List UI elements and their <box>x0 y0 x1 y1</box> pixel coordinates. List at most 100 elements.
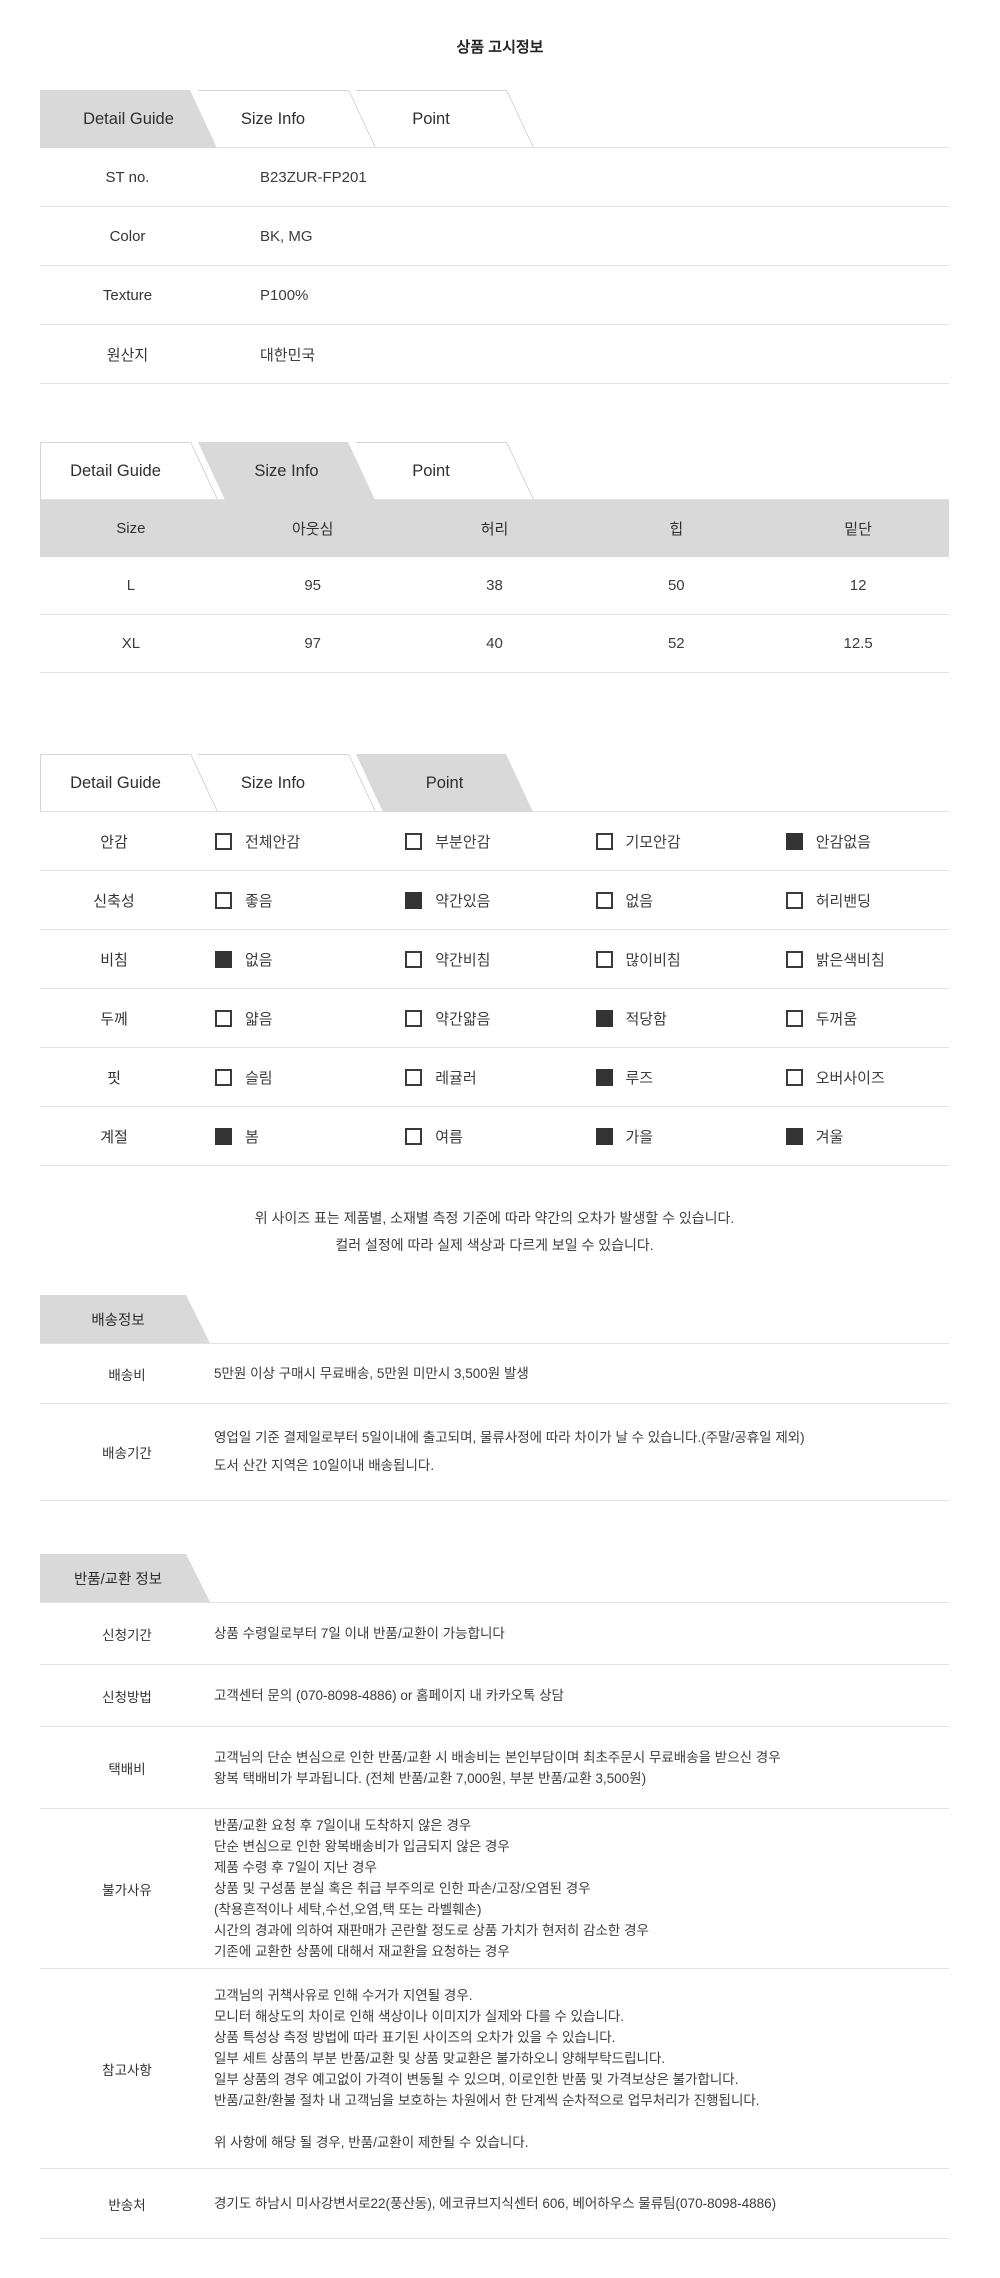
row-label: 두께 <box>100 1010 128 1028</box>
tab-detail-guide[interactable]: Detail Guide <box>40 442 190 500</box>
text-line: 모니터 해상도의 차이로 인해 색상이나 이미지가 실제와 다를 수 있습니다. <box>214 2008 625 2024</box>
text-line: 단순 변심으로 인한 왕복배송비가 입금되지 않은 경우 <box>214 1839 510 1854</box>
tab-label: Size Info <box>240 774 306 792</box>
text-line: (착용흔적이나 세탁,수선,오염,택 또는 라벨훼손) <box>214 1902 482 1917</box>
text-line: 제품 수령 후 7일이 지난 경우 <box>214 1860 377 1875</box>
option-text: 부분안감 <box>435 833 491 851</box>
row-value: 경기도 하남시 미사강변서로22(풍산동), 에코큐브지식센터 606, 베어하… <box>214 2169 949 2238</box>
option-cell: 얇음 <box>188 1008 378 1029</box>
table-row: 반송처 경기도 하남시 미사강변서로22(풍산동), 에코큐브지식센터 606,… <box>40 2169 949 2239</box>
size-cell: 95 <box>304 577 322 594</box>
option-text: 허리밴딩 <box>815 892 871 910</box>
option-text: 겨울 <box>815 1128 844 1146</box>
row-label: Color <box>109 227 146 245</box>
size-cell: 38 <box>486 577 503 594</box>
table-row: Texture P100% <box>40 266 949 325</box>
table-row: ST no. B23ZUR-FP201 <box>40 148 949 207</box>
row-label: Texture <box>102 286 153 304</box>
checkbox-icon <box>405 891 423 909</box>
option-text: 여름 <box>435 1128 463 1146</box>
option-row: 계절 봄 여름 가을 겨울 <box>40 1107 949 1166</box>
table-row: L 95 38 50 12 <box>40 557 949 615</box>
option-cell: 겨울 <box>759 1126 949 1147</box>
text-line: 왕복 택배비가 부과됩니다. (전체 반품/교환 7,000원, 부분 반품/교… <box>214 1770 647 1786</box>
option-cell: 레귤러 <box>378 1067 568 1088</box>
checkbox-icon <box>215 950 232 968</box>
option-cell: 전체안감 <box>188 831 378 852</box>
tab-detail-guide[interactable]: Detail Guide <box>40 754 190 812</box>
row-label: 참고사항 <box>102 2062 152 2078</box>
shipping-section: 배송정보 배송비 5만원 이상 구매시 무료배송, 5만원 미만시 3,500원… <box>40 1295 949 1501</box>
text-line: 상품 및 구성품 분실 혹은 취급 부주의로 인한 파손/고장/오염된 경우 <box>214 1881 591 1896</box>
tab-size-info[interactable]: Size Info <box>198 90 348 148</box>
checkbox-icon <box>595 950 613 968</box>
row-value: 고객센터 문의 (070-8098-4886) or 홈페이지 내 카카오톡 상… <box>214 1665 949 1726</box>
option-text: 많이비침 <box>625 951 681 969</box>
tab-point[interactable]: Point <box>356 754 533 812</box>
tab-point[interactable]: Point <box>356 442 506 500</box>
checkbox-icon <box>405 1068 423 1086</box>
tab-size-info[interactable]: Size Info <box>198 442 375 500</box>
text-line <box>214 2111 949 2132</box>
option-text: 밝은색비침 <box>815 951 885 969</box>
notice-line: 컬러 설정에 따라 실제 색상과 다르게 보일 수 있습니다. <box>335 1237 654 1253</box>
row-value: 영업일 기준 결제일로부터 5일이내에 출고되며, 물류사정에 따라 차이가 날… <box>214 1404 949 1500</box>
tab-bar-size-info: Detail Guide Size Info Point <box>40 441 949 500</box>
row-label: 계절 <box>100 1128 128 1146</box>
returns-section: 반품/교환 정보 신청기간 상품 수령일로부터 7일 이내 반품/교환이 가능합… <box>40 1554 949 2239</box>
shipping-table: 배송비 5만원 이상 구매시 무료배송, 5만원 미만시 3,500원 발생 배… <box>40 1343 949 1501</box>
tab-detail-guide[interactable]: Detail Guide <box>40 90 217 148</box>
returns-table: 신청기간 상품 수령일로부터 7일 이내 반품/교환이 가능합니다 신청방법 고… <box>40 1602 949 2239</box>
option-text: 슬림 <box>245 1069 273 1087</box>
text-line: 위 사항에 해당 될 경우, 반품/교환이 제한될 수 있습니다. <box>214 2134 529 2150</box>
checkbox-icon <box>405 950 423 968</box>
checkbox-icon <box>215 1009 232 1027</box>
size-cell: 12.5 <box>843 635 873 652</box>
row-label: 원산지 <box>106 346 149 364</box>
checkbox-icon <box>785 1009 803 1027</box>
row-label: 배송기간 <box>102 1446 152 1461</box>
checkbox-icon <box>595 891 613 909</box>
checkbox-icon <box>215 891 232 909</box>
tab-label: Detail Guide <box>70 774 161 792</box>
checkbox-icon <box>785 832 803 850</box>
row-label: 택배비 <box>108 1761 146 1777</box>
checkbox-icon <box>595 832 613 850</box>
tab-point[interactable]: Point <box>356 90 506 148</box>
table-row: 참고사항 고객님의 귀책사유로 인해 수거가 지연될 경우. 모니터 해상도의 … <box>40 1969 949 2169</box>
page-title: 상품 고시정보 <box>456 39 544 56</box>
row-label: 비침 <box>100 951 128 969</box>
text-line: 고객님의 귀책사유로 인해 수거가 지연될 경우. <box>214 1987 473 2003</box>
tab-size-info[interactable]: Size Info <box>198 754 348 812</box>
tab-bar-detail-guide: Detail Guide Size Info Point <box>40 89 949 148</box>
option-text: 오버사이즈 <box>815 1069 885 1087</box>
text-line: 반품/교환 요청 후 7일이내 도착하지 않은 경우 <box>214 1818 472 1833</box>
row-value: 고객님의 귀책사유로 인해 수거가 지연될 경우. 모니터 해상도의 차이로 인… <box>214 1983 949 2154</box>
tab-label: Point <box>412 462 450 480</box>
option-text: 전체안감 <box>245 833 301 851</box>
option-cell: 밝은색비침 <box>759 949 949 970</box>
option-text: 적당함 <box>625 1010 667 1028</box>
option-text: 얇음 <box>245 1010 273 1028</box>
row-value: 5만원 이상 구매시 무료배송, 5만원 미만시 3,500원 발생 <box>214 1344 949 1403</box>
options-table: 안감 전체안감 부분안감 기모안감 안감없음 신축성 좋음 약간있음 없음 허리… <box>40 812 949 1166</box>
option-cell: 약간얇음 <box>378 1008 568 1029</box>
option-text: 두꺼움 <box>815 1010 858 1028</box>
table-row: 원산지 대한민국 <box>40 325 949 384</box>
column-header: 밑단 <box>844 521 872 538</box>
checkbox-icon <box>785 1127 803 1145</box>
text-line: 반품/교환/환불 절차 내 고객님을 보호하는 차원에서 한 단계씩 순차적으로… <box>214 2092 760 2108</box>
column-header: 힙 <box>669 521 684 538</box>
size-cell: L <box>126 577 136 594</box>
table-row: 신청방법 고객센터 문의 (070-8098-4886) or 홈페이지 내 카… <box>40 1665 949 1727</box>
size-cell: XL <box>121 635 141 652</box>
tab-label: Size Info <box>254 461 319 480</box>
row-label: 핏 <box>107 1069 121 1087</box>
option-cell: 기모안감 <box>569 831 759 852</box>
option-row: 신축성 좋음 약간있음 없음 허리밴딩 <box>40 871 949 930</box>
checkbox-icon <box>405 1127 423 1145</box>
table-row: Color BK, MG <box>40 207 949 266</box>
option-text: 가을 <box>625 1128 654 1146</box>
size-table: Size 아웃심 허리 힙 밑단 L 95 38 50 12 XL 97 40 … <box>40 500 949 673</box>
column-header: 아웃심 <box>291 521 334 538</box>
